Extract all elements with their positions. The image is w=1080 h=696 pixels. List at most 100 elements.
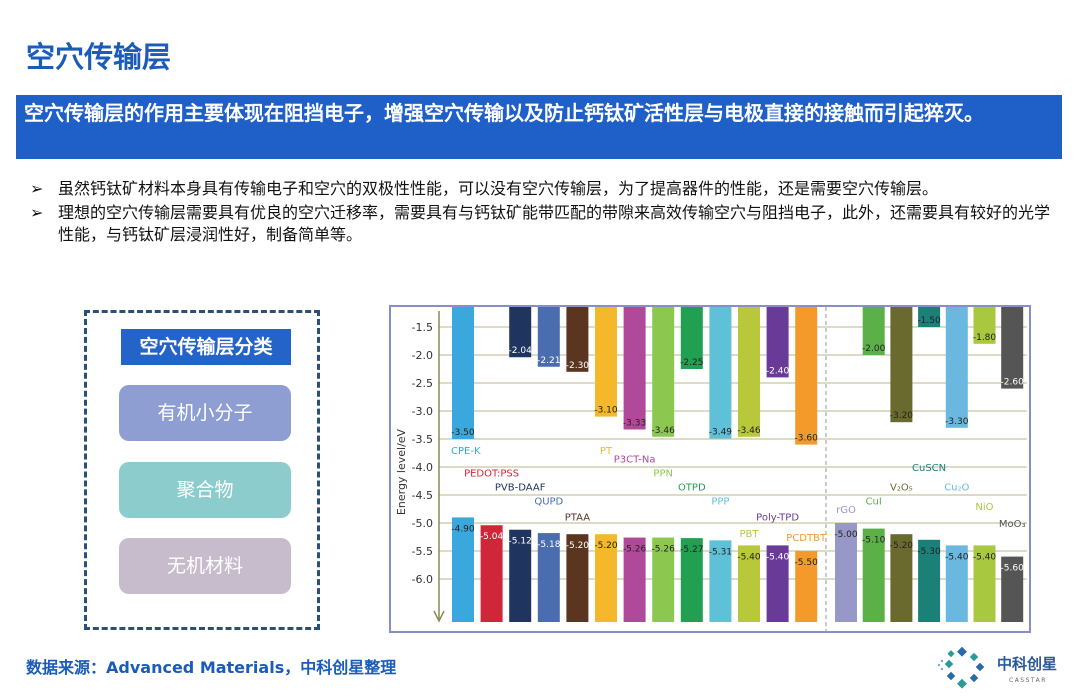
homo-value-label: -5.00: [834, 530, 858, 540]
homo-value-label: -5.12: [509, 537, 532, 547]
homo-value-label: -5.50: [795, 558, 819, 568]
lumo-value-label: -2.25: [680, 358, 703, 368]
lumo-bar: [509, 307, 532, 358]
material-label: Cu₂O: [944, 483, 969, 494]
lumo-value-label: -2.00: [862, 344, 886, 354]
homo-bar: [566, 534, 589, 622]
material-label: PTAA: [565, 512, 590, 523]
y-tick-label: -4.5: [412, 489, 433, 502]
homo-value-label: -4.90: [451, 524, 475, 534]
material-label: NiO: [975, 502, 993, 513]
homo-bar: [945, 545, 968, 622]
lumo-value-label: -3.46: [652, 426, 676, 436]
lumo-bar: [595, 307, 617, 417]
lumo-bar: [795, 307, 818, 445]
homo-value-label: -5.27: [680, 545, 703, 555]
homo-bar: [1001, 556, 1024, 622]
y-tick-label: -6.0: [412, 573, 433, 586]
lumo-bar: [766, 307, 789, 378]
homo-bar: [890, 534, 913, 622]
lumo-bar: [945, 307, 968, 428]
category-polymer: 聚合物: [119, 462, 291, 518]
material-label: PCDTBT: [786, 533, 827, 544]
homo-bar: [973, 545, 996, 622]
y-tick-label: -5.5: [412, 545, 433, 558]
homo-value-label: -5.10: [862, 536, 886, 546]
arrow-bullet-icon: ➢: [30, 179, 44, 198]
homo-value-label: -5.30: [917, 547, 941, 557]
homo-bar: [509, 529, 532, 622]
material-label: PT: [600, 446, 613, 457]
lumo-bar: [452, 307, 474, 439]
lumo-value-label: -1.50: [917, 316, 941, 326]
homo-value-label: -5.40: [737, 552, 761, 562]
lumo-bar: [862, 307, 885, 355]
material-label: rGO: [836, 505, 856, 516]
category-inorganic: 无机材料: [119, 538, 291, 594]
energy-level-chart: -1.5 -2.0 -2.5 -3.0 -3.5 -4.0 -4.5 -5.0 -5.5 -6.0…: [389, 305, 1031, 633]
y-tick-label: -1.5: [412, 321, 433, 334]
lumo-value-label: -3.46: [737, 426, 761, 436]
lumo-bar: [537, 307, 560, 367]
lumo-value-label: -3.20: [890, 411, 914, 421]
homo-bar: [623, 537, 646, 622]
homo-value-label: -5.20: [890, 541, 914, 551]
material-label: MoO₃: [999, 519, 1026, 530]
material-label: P3CT-Na: [614, 455, 656, 466]
material-label: PVB-DAAF: [495, 483, 546, 494]
homo-value-label: -5.26: [652, 545, 676, 555]
homo-value-label: -5.40: [973, 552, 997, 562]
homo-value-label: -5.20: [566, 541, 590, 551]
bullet-item: ➢ 虽然钙钛矿材料本身具有传输电子和空穴的双极性性能，可以没有空穴传输层，为了提高…: [30, 178, 1050, 200]
material-label: CuSCN: [912, 463, 946, 474]
lumo-value-label: -3.10: [594, 406, 618, 416]
lumo-bar: [623, 307, 646, 430]
material-label: PPP: [711, 497, 729, 508]
casstar-logo: 中科创星 CASSTAR: [935, 642, 1075, 692]
y-tick-label: -3.0: [412, 405, 433, 418]
lumo-bar: [652, 307, 675, 437]
homo-bar: [680, 538, 703, 622]
material-label: CPE-K: [451, 446, 481, 457]
lumo-bar: [918, 307, 941, 327]
lumo-value-label: -2.60: [1001, 378, 1025, 388]
homo-value-label: -5.20: [594, 541, 618, 551]
material-label: QUPD: [534, 497, 563, 508]
y-tick-label: -2.0: [412, 349, 433, 362]
lumo-bar: [709, 307, 732, 439]
y-axis-label: Energy level/eV: [395, 428, 408, 515]
homo-bar: [652, 537, 675, 622]
lumo-value-label: -3.33: [623, 418, 646, 428]
arrow-bullet-icon: ➢: [30, 203, 44, 222]
lumo-value-label: -3.60: [795, 434, 819, 444]
lumo-bar: [680, 307, 703, 369]
lumo-bar: [890, 307, 913, 423]
lumo-bar: [738, 307, 760, 437]
lumo-value-label: -2.21: [537, 356, 560, 366]
chart-svg: -1.5 -2.0 -2.5 -3.0 -3.5 -4.0 -4.5 -5.0 -5.5 -6.0…: [395, 307, 1027, 631]
bullet-list: ➢ 虽然钙钛矿材料本身具有传输电子和空穴的双极性性能，可以没有空穴传输层，为了提高…: [30, 178, 1050, 248]
material-label: Poly-TPD: [756, 512, 799, 523]
homo-value-label: -5.40: [945, 552, 969, 562]
y-tick-label: -2.5: [412, 377, 433, 390]
lumo-bar: [973, 307, 996, 344]
homo-bar: [480, 525, 503, 622]
bullet-item: ➢ 理想的空穴传输层需要具有优良的空穴迁移率，需要具有与钙钛矿能带匹配的带隙来高效…: [30, 202, 1050, 246]
homo-bar: [766, 545, 789, 622]
lumo-value-label: -3.50: [451, 428, 475, 438]
lumo-bar: [566, 307, 589, 372]
summary-banner: 空穴传输层的作用主要体现在阻挡电子，增强空穴传输以及防止钙钛矿活性层与电极直接的…: [16, 95, 1062, 159]
classification-box: 空穴传输层分类 有机小分子 聚合物 无机材料: [84, 310, 320, 630]
lumo-bar: [1001, 307, 1024, 389]
data-source: 数据来源：Advanced Materials，中科创星整理: [26, 658, 397, 677]
material-label: CuI: [866, 497, 882, 508]
homo-bar: [537, 533, 560, 622]
material-label: PBT: [740, 529, 760, 540]
lumo-value-label: -2.40: [766, 366, 790, 376]
material-label: PPN: [653, 469, 673, 480]
y-tick-label: -5.0: [412, 517, 433, 530]
homo-bar: [452, 517, 474, 622]
y-tick-label: -4.0: [412, 461, 433, 474]
logo-subtext: CASSTAR: [1009, 677, 1047, 684]
material-label: PEDOT:PSS: [464, 469, 519, 480]
